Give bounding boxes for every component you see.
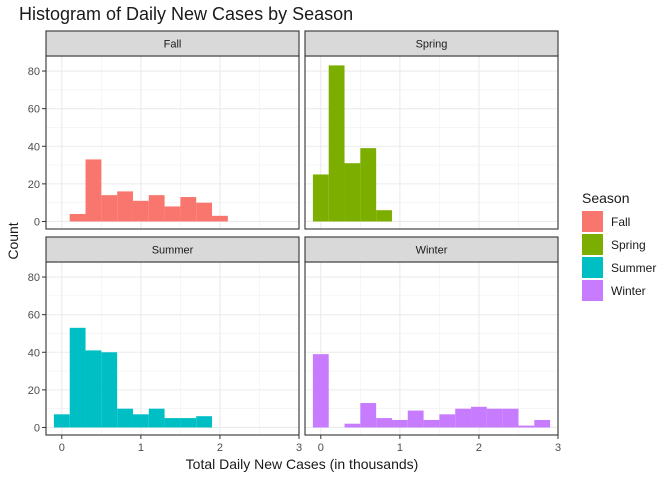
histogram-bar	[148, 408, 165, 428]
legend-key-spring	[582, 234, 603, 255]
histogram-bar	[212, 215, 228, 222]
facet-strip	[304, 30, 559, 57]
histogram-bar	[423, 419, 440, 428]
histogram-bar	[360, 148, 377, 222]
x-tick-label: 3	[296, 442, 302, 454]
histogram-bar	[518, 425, 535, 428]
histogram-bar	[69, 213, 86, 222]
legend-label-summer: Summer	[611, 261, 656, 275]
x-tick-label: 3	[555, 442, 561, 454]
legend: Season Fall Spring Summer Winter	[582, 190, 656, 301]
histogram-bar	[312, 174, 329, 222]
facet-strip-label: Fall	[164, 39, 182, 51]
histogram-bar	[101, 195, 118, 222]
x-tick-label: 1	[138, 442, 144, 454]
histogram-bar	[455, 408, 472, 428]
histogram-bar	[502, 408, 519, 428]
facet-strip-label: Winter	[416, 245, 448, 257]
histogram-bar	[101, 352, 118, 428]
histogram-bar	[196, 416, 213, 428]
panel-summer: Summer 0 20 40 60 80 0 1 2 3	[28, 236, 302, 454]
histogram-bar	[407, 410, 424, 428]
histogram-bar	[376, 418, 392, 428]
facet-strip	[304, 236, 559, 263]
panel-fall: Fall 0 20 40 60 80	[28, 30, 300, 230]
x-tick-label: 0	[318, 442, 324, 454]
facet-strip-label: Summer	[152, 245, 194, 257]
facet-strip	[45, 236, 300, 263]
y-tick-label: 0	[34, 216, 40, 228]
panel-winter: Winter 0 1 2 3	[304, 236, 561, 454]
histogram-bar	[132, 414, 149, 428]
histogram-bar	[117, 191, 133, 222]
histogram-bar	[534, 419, 551, 428]
histogram-bar	[85, 350, 102, 428]
facet-strip	[45, 30, 300, 57]
y-tick-label: 80	[28, 272, 40, 284]
x-tick-label: 2	[476, 442, 482, 454]
legend-label-winter: Winter	[611, 284, 646, 298]
histogram-bar	[344, 423, 361, 428]
x-tick-label: 2	[217, 442, 223, 454]
y-tick-label: 60	[28, 104, 40, 116]
legend-key-fall	[582, 211, 603, 232]
histogram-bar	[117, 408, 133, 428]
x-tick-label: 1	[397, 442, 403, 454]
x-axis-title: Total Daily New Cases (in thousands)	[186, 456, 419, 472]
histogram-bar	[180, 418, 197, 428]
histogram-bar	[196, 202, 213, 222]
panel-background	[305, 262, 558, 435]
y-tick-label: 40	[28, 141, 40, 153]
histogram-bar	[85, 159, 102, 222]
chart-title: Histogram of Daily New Cases by Season	[19, 4, 353, 24]
legend-label-fall: Fall	[611, 215, 630, 229]
histogram-bar	[312, 354, 329, 428]
legend-title: Season	[582, 190, 629, 206]
y-tick-label: 80	[28, 66, 40, 78]
histogram-bar	[471, 406, 487, 428]
y-axis-title: Count	[5, 222, 21, 259]
legend-key-summer	[582, 257, 603, 278]
histogram-bar	[164, 206, 181, 222]
histogram-bar	[148, 195, 165, 222]
panel-background	[46, 56, 299, 229]
histogram-bar	[391, 419, 408, 428]
histogram-bar	[328, 65, 345, 222]
histogram-bar	[69, 327, 86, 428]
histogram-bar	[360, 403, 377, 428]
y-tick-label: 20	[28, 385, 40, 397]
facet-strip-label: Spring	[416, 39, 448, 51]
histogram-bar	[53, 414, 70, 428]
histogram-bar	[132, 200, 149, 222]
histogram-bar	[439, 414, 456, 428]
histogram-bar	[344, 163, 361, 222]
x-tick-label: 0	[59, 442, 65, 454]
panel-spring: Spring	[304, 30, 559, 230]
legend-label-spring: Spring	[611, 238, 646, 252]
histogram-bar	[180, 197, 197, 222]
histogram-bar	[376, 210, 392, 222]
histogram-bar	[486, 408, 503, 428]
y-tick-label: 0	[34, 422, 40, 434]
y-tick-label: 40	[28, 347, 40, 359]
y-tick-label: 60	[28, 310, 40, 322]
legend-key-winter	[582, 280, 603, 301]
y-tick-label: 20	[28, 179, 40, 191]
histogram-bar	[164, 418, 181, 428]
